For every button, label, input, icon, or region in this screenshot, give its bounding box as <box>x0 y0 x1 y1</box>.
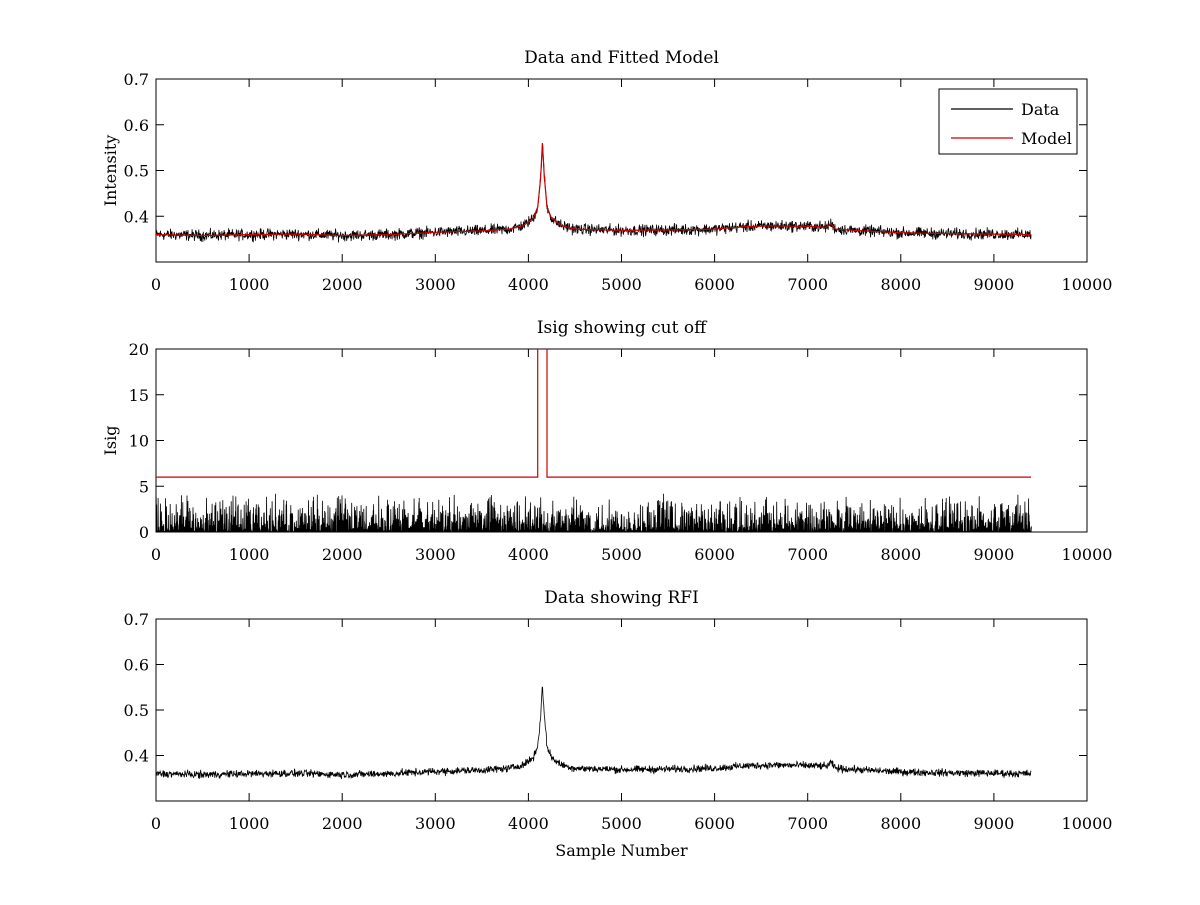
x-tick-label: 6000 <box>694 545 735 564</box>
y-tick-label: 15 <box>129 386 149 405</box>
y-tick-label: 0.7 <box>124 610 149 629</box>
x-tick-label: 4000 <box>508 275 549 294</box>
x-tick-label: 4000 <box>508 814 549 833</box>
y-tick-label: 0.5 <box>124 162 149 181</box>
plot-lines <box>156 349 1032 532</box>
x-tick-label: 3000 <box>415 814 456 833</box>
x-axis-label: Sample Number <box>555 841 688 860</box>
y-tick-label: 0.4 <box>124 207 149 226</box>
x-tick-label: 7000 <box>787 814 828 833</box>
y-tick-label: 0.5 <box>124 701 149 720</box>
x-tick-label: 7000 <box>787 275 828 294</box>
y-axis-label: Isig <box>101 426 120 456</box>
subplot-1: Data and Fitted Model 0 1000 2000 3000 4000 50… <box>101 48 1112 294</box>
x-tick-label: 2000 <box>322 814 363 833</box>
x-tick-label: 8000 <box>880 545 921 564</box>
x-tick-label: 10000 <box>1062 275 1113 294</box>
x-tick-label: 2000 <box>322 545 363 564</box>
y-tick-label: 0.4 <box>124 747 149 766</box>
x-tick-label: 10000 <box>1062 545 1113 564</box>
x-tick-label: 9000 <box>974 814 1015 833</box>
x-tick-label: 5000 <box>601 814 642 833</box>
x-tick-label: 9000 <box>974 275 1015 294</box>
y-tick-label: 10 <box>129 432 149 451</box>
subplot-3: Data showing RFI 0 1000 2000 3000 4000 5000 600… <box>124 588 1113 860</box>
y-tick-label: 5 <box>139 477 149 496</box>
x-tick-label: 8000 <box>880 814 921 833</box>
legend: Data Model <box>938 88 1078 155</box>
x-tick-label: 3000 <box>415 545 456 564</box>
x-tick-label: 10000 <box>1062 814 1113 833</box>
x-tick-label: 3000 <box>415 275 456 294</box>
series-line-model <box>156 142 1032 237</box>
x-tick-label: 0 <box>151 275 161 294</box>
y-axis-label: Intensity <box>101 135 120 207</box>
y-tick-label: 0.6 <box>124 116 149 135</box>
legend-box <box>938 88 1078 155</box>
x-tick-label: 6000 <box>694 275 735 294</box>
x-tick-label: 5000 <box>601 275 642 294</box>
x-tick-label: 1000 <box>229 814 270 833</box>
plot-area <box>155 348 1088 533</box>
chart-title: Data showing RFI <box>544 588 699 608</box>
x-tick-label: 6000 <box>694 814 735 833</box>
x-tick-label: 5000 <box>601 545 642 564</box>
x-tick-label: 1000 <box>229 275 270 294</box>
series-line-cut-off <box>156 349 1032 478</box>
plot-lines <box>156 686 1032 780</box>
y-tick-label: 0 <box>139 523 149 542</box>
x-tick-label: 2000 <box>322 275 363 294</box>
y-tick-label: 20 <box>129 340 149 359</box>
chart-title: Data and Fitted Model <box>524 48 719 68</box>
x-tick-label: 0 <box>151 814 161 833</box>
x-tick-label: 8000 <box>880 275 921 294</box>
legend-label: Data <box>1021 100 1060 119</box>
y-tick-label: 0.6 <box>124 656 149 675</box>
subplot-2: Isig showing cut off 0 1000 2000 3000 4000 500… <box>101 318 1112 564</box>
legend-label: Model <box>1021 129 1072 148</box>
x-tick-label: 9000 <box>974 545 1015 564</box>
x-tick-label: 4000 <box>508 545 549 564</box>
series-line-data <box>156 686 1032 780</box>
plot-lines <box>156 142 1032 243</box>
chart-title: Isig showing cut off <box>537 318 708 338</box>
x-tick-label: 0 <box>151 545 161 564</box>
series-line-isig <box>156 493 1032 532</box>
x-tick-label: 1000 <box>229 545 270 564</box>
y-tick-label: 0.7 <box>124 70 149 89</box>
x-tick-label: 7000 <box>787 545 828 564</box>
